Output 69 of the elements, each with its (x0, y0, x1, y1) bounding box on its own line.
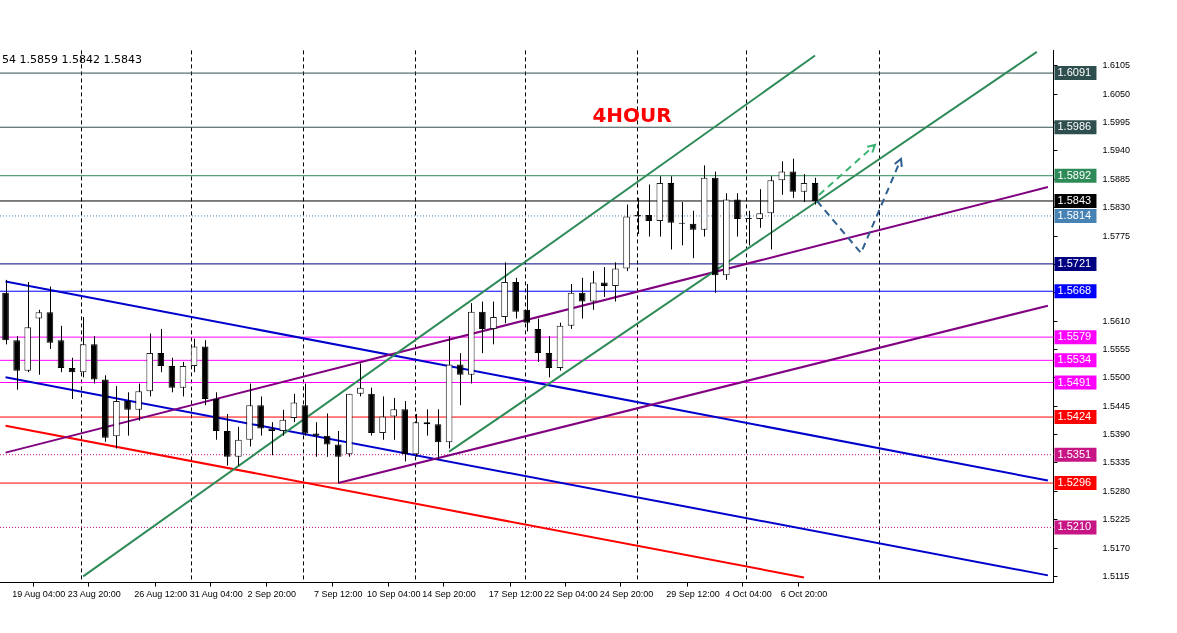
ref-line-label: 1.5843 (1057, 194, 1092, 207)
ref-line-label: 1.5534 (1057, 353, 1092, 366)
ref-line-label: 1.5814 (1057, 208, 1092, 221)
ref-line-label: 1.5579 (1057, 330, 1092, 343)
candlestick (578, 277, 586, 320)
candlestick (589, 270, 597, 311)
x-tick-label: 2 Sep 20:00 (247, 589, 296, 600)
x-tick-label: 26 Aug 12:00 (134, 589, 188, 600)
ref-line-label: 1.6091 (1057, 66, 1092, 79)
x-tick-label: 29 Sep 12:00 (666, 589, 720, 600)
y-tick-label: 1.5445 (1102, 400, 1130, 411)
x-tick-label: 17 Sep 12:00 (488, 589, 543, 600)
y-tick-label: 1.5390 (1102, 429, 1130, 440)
candlestick (479, 301, 486, 354)
y-tick-label: 1.5555 (1102, 343, 1130, 354)
x-tick-label: 19 Aug 04:00 (12, 589, 66, 600)
y-tick-label: 1.5775 (1102, 230, 1130, 241)
x-tick-label: 10 Sep 04:00 (366, 589, 421, 600)
candlestick (35, 309, 43, 376)
x-tick-label: 4 Oct 04:00 (725, 589, 772, 600)
candlestick (357, 362, 364, 397)
y-tick-label: 1.5335 (1102, 457, 1130, 468)
y-tick-label: 1.5170 (1102, 542, 1130, 553)
y-tick-label: 1.6050 (1102, 88, 1130, 99)
candlestick (135, 383, 142, 422)
ref-line-label: 1.5210 (1057, 520, 1092, 533)
candlestick (334, 430, 342, 484)
ref-line-label: 1.5351 (1057, 447, 1092, 460)
y-tick-label: 1.5830 (1102, 202, 1130, 213)
candlestick (456, 352, 464, 406)
candlestick (268, 421, 276, 456)
x-tick-label: 14 Sep 20:00 (422, 589, 476, 600)
y-tick-label: 1.5885 (1102, 173, 1130, 184)
candlestick (778, 160, 786, 196)
ref-line-label: 1.5721 (1057, 256, 1092, 269)
x-tick-label: 22 Sep 04:00 (544, 589, 598, 600)
ref-line-label: 1.5491 (1057, 375, 1092, 388)
x-tick-label: 23 Aug 20:00 (67, 589, 121, 600)
candlestick (235, 426, 242, 467)
candlestick (279, 409, 287, 437)
candlestick (157, 328, 165, 373)
x-tick-label: 7 Sep 12:00 (313, 589, 363, 600)
candlestick (601, 266, 608, 298)
candlestick (490, 301, 497, 345)
candlestick (257, 395, 264, 437)
ref-line-label: 1.5892 (1057, 168, 1092, 181)
y-tick-label: 1.5610 (1102, 315, 1130, 326)
x-tick-label: 6 Oct 20:00 (780, 589, 828, 600)
y-tick-label: 1.5500 (1102, 372, 1130, 383)
annotation: 54 1.5859 1.5842 1.5843 (2, 52, 142, 66)
y-tick-label: 1.5225 (1102, 514, 1130, 525)
x-tick-label: 24 Sep 20:00 (599, 589, 654, 600)
ref-line-label: 1.5296 (1057, 476, 1092, 489)
y-tick-label: 1.6105 (1102, 60, 1130, 71)
candlestick (534, 318, 542, 363)
x-tick-label: 31 Aug 04:00 (189, 589, 243, 600)
y-tick-label: 1.5115 (1102, 570, 1130, 581)
y-tick-label: 1.5280 (1102, 485, 1130, 496)
candlestick (124, 391, 131, 437)
ref-line-label: 1.5424 (1057, 410, 1092, 423)
candlestick (224, 413, 231, 467)
y-tick-label: 1.5995 (1102, 117, 1130, 128)
ref-line-label: 1.5668 (1057, 284, 1092, 297)
candlestick (379, 395, 386, 441)
y-tick-label: 1.5940 (1102, 145, 1130, 156)
ref-line-label: 1.5986 (1057, 120, 1092, 133)
candlestick (390, 397, 397, 441)
candlestick (612, 261, 619, 303)
text: 4HOUR (592, 102, 672, 127)
